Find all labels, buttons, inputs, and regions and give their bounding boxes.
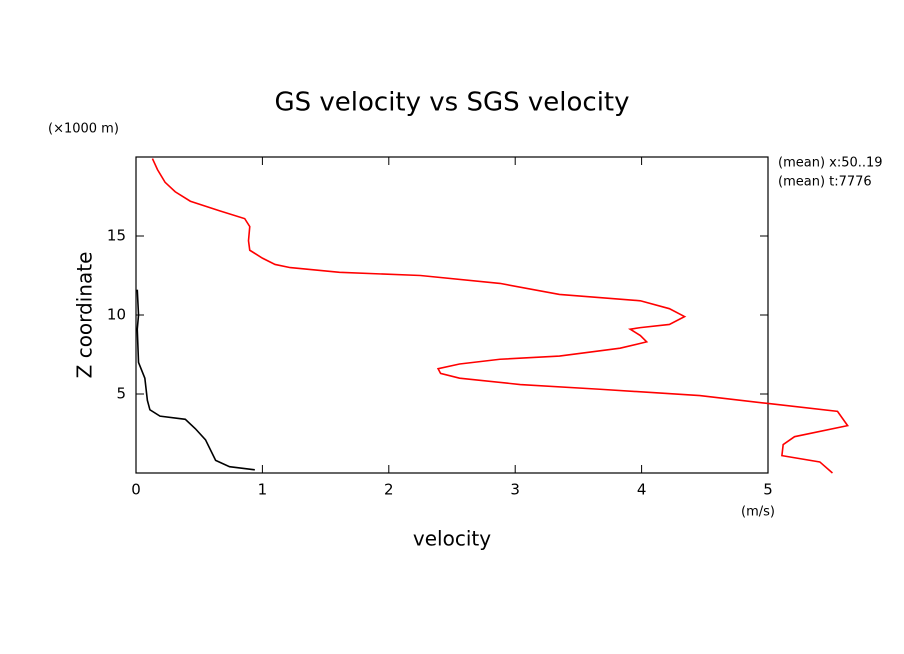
- x-tick-label: 4: [637, 481, 647, 499]
- plot-frame: [135, 156, 769, 474]
- annotation: (mean) x:50..19: [778, 156, 883, 171]
- y-tick-label: 15: [107, 227, 126, 245]
- x-tick-label: 3: [510, 481, 520, 499]
- line-series: [136, 289, 255, 471]
- x-tick-label: 2: [384, 481, 394, 499]
- y-tick-label: 10: [107, 306, 126, 324]
- y-axis-label: Z coordinate: [73, 252, 97, 379]
- x-unit: (m/s): [741, 505, 775, 520]
- y-tick-label: 5: [116, 385, 126, 403]
- chart-title: GS velocity vs SGS velocity: [274, 88, 629, 118]
- line-series: [151, 158, 849, 474]
- x-tick-label: 1: [258, 481, 268, 499]
- y-unit: (×1000 m): [48, 122, 119, 137]
- x-tick-label: 0: [131, 481, 141, 499]
- x-tick-label: 5: [763, 481, 773, 499]
- x-axis-label: velocity: [413, 527, 491, 551]
- annotation: (mean) t:7776: [778, 175, 872, 190]
